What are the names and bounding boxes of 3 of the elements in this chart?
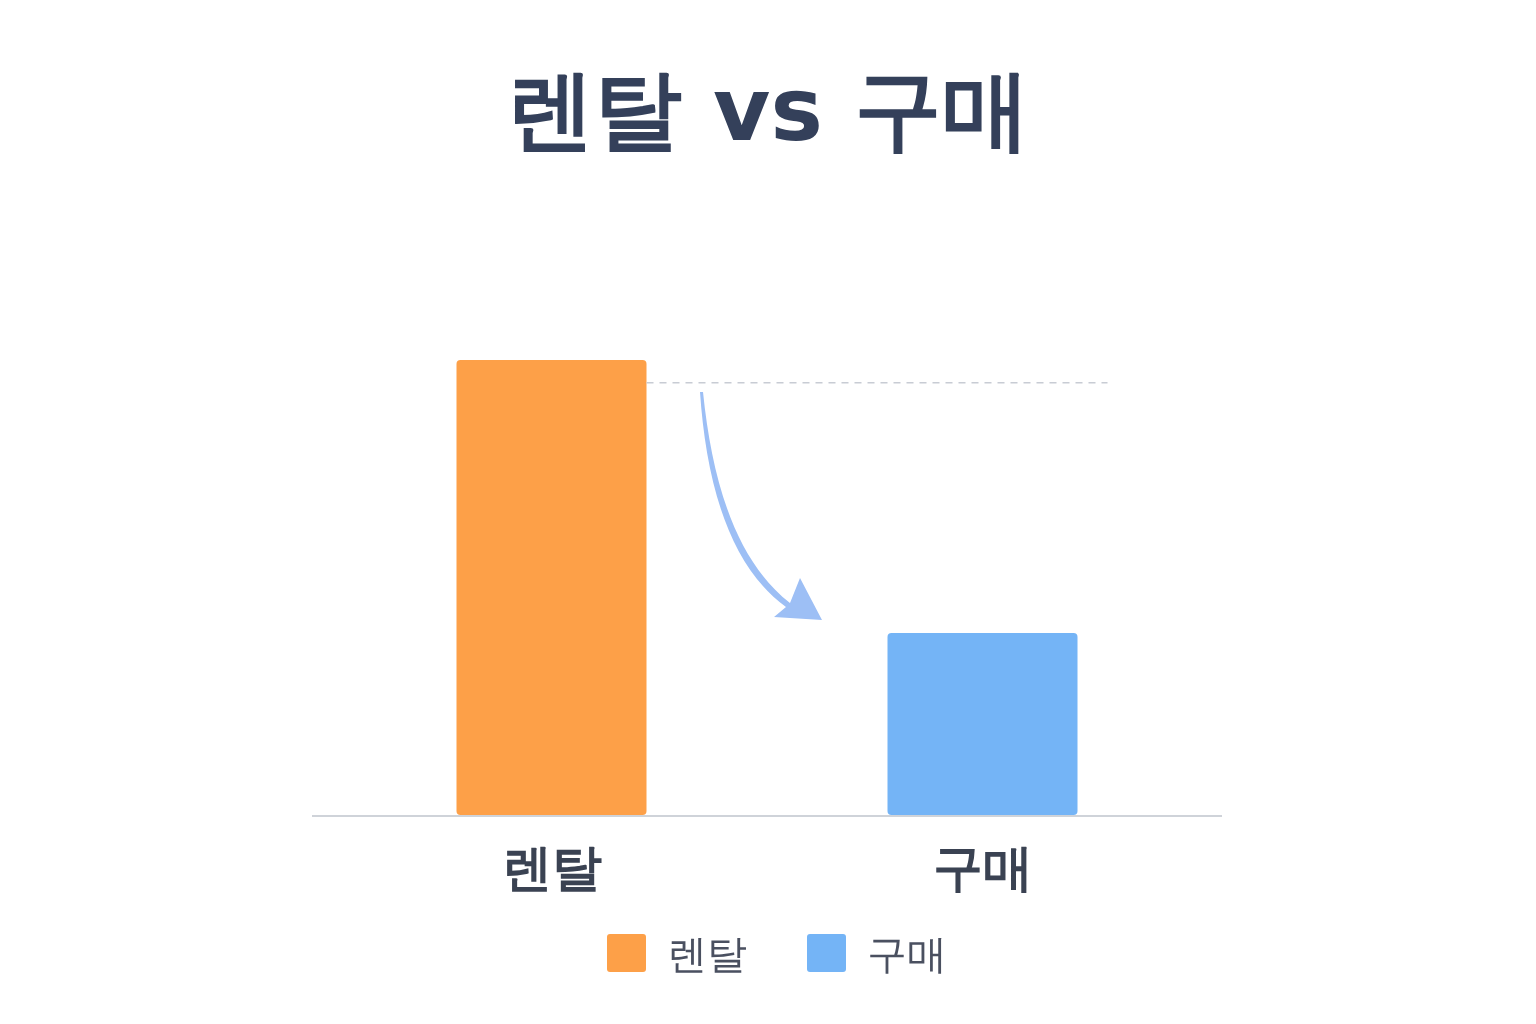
chart-title: 렌탈 vs 구매 xyxy=(506,58,1030,161)
legend-label: 렌탈 xyxy=(667,931,747,977)
legend-label: 구매 xyxy=(867,931,947,977)
